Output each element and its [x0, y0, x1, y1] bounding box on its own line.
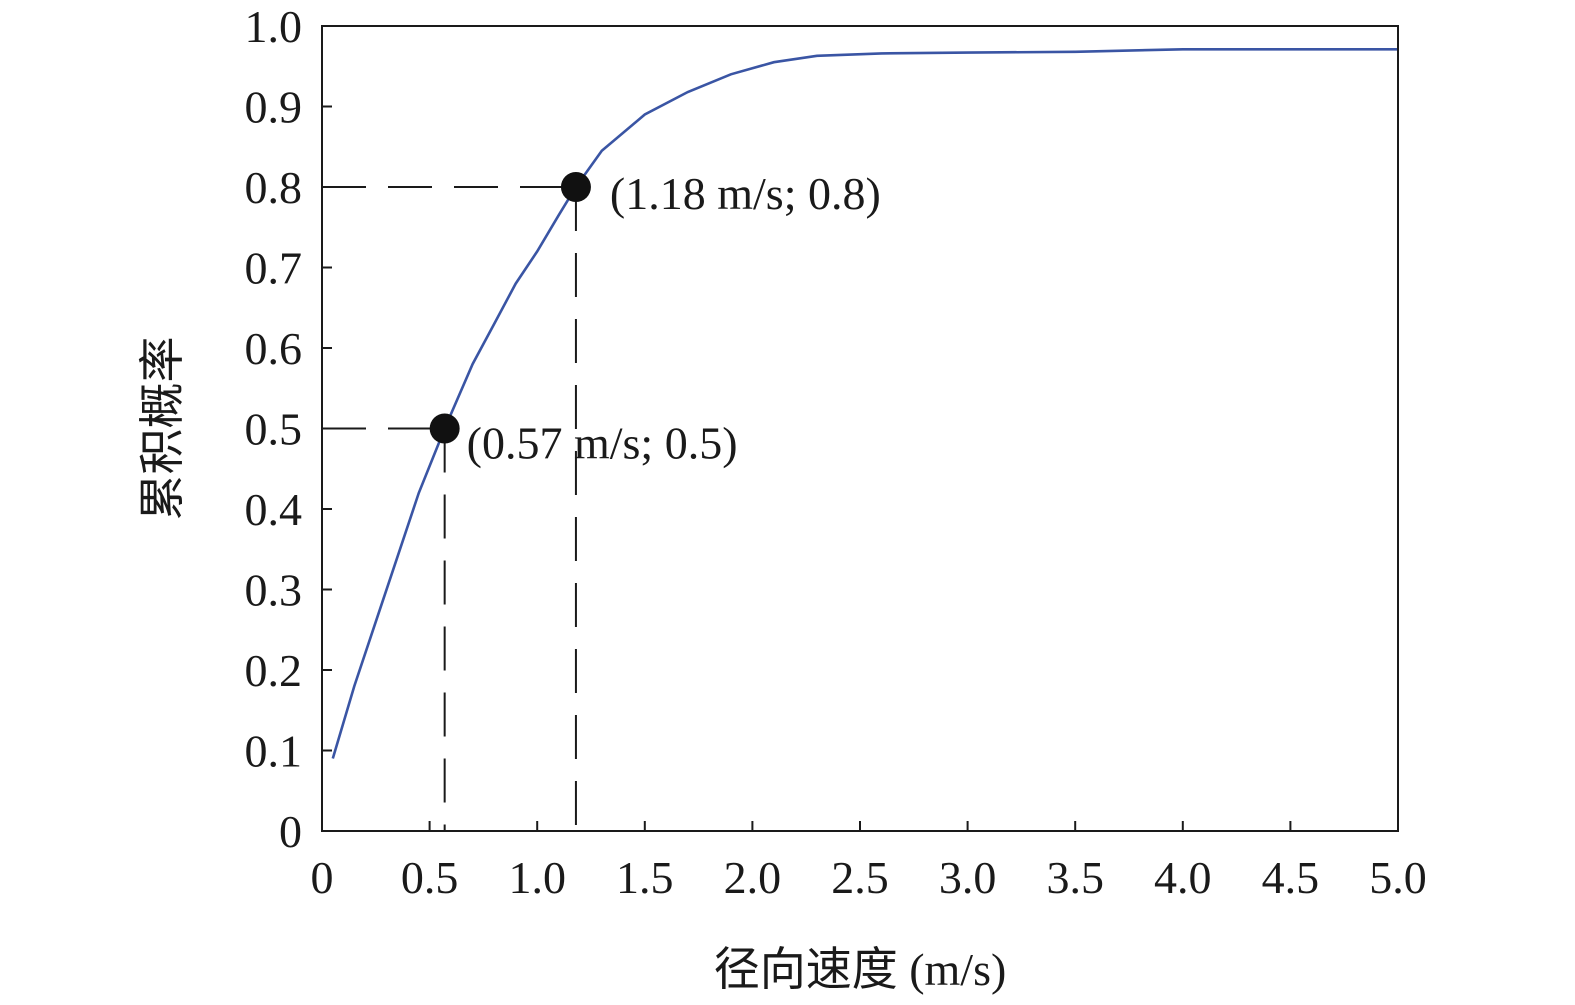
annotation-points: (0.57 m/s; 0.5) (1.18 m/s; 0.8)	[429, 168, 881, 469]
x-tick-label: 4.5	[1262, 852, 1320, 903]
x-axis-title: 径向速度 (m/s)	[714, 944, 1007, 995]
y-tick-label: 0.2	[245, 645, 303, 696]
x-tick-label: 0.5	[401, 852, 459, 903]
x-tick-label: 3.5	[1046, 852, 1104, 903]
x-tick-label: 1.0	[508, 852, 566, 903]
y-axis-title: 累积概率	[137, 337, 188, 521]
annotation-label: (0.57 m/s; 0.5)	[467, 418, 738, 469]
x-tick-label: 5.0	[1369, 852, 1427, 903]
y-tick-label: 0.4	[245, 484, 303, 535]
guide-lines	[322, 186, 577, 831]
x-tick-label: 0	[311, 852, 334, 903]
y-axis-ticks: 0 0.1 0.2 0.3 0.4 0.5 0.6 0.7 0.8 0.9 1.0	[245, 1, 332, 857]
annotation-label: (1.18 m/s; 0.8)	[610, 168, 881, 219]
series-line	[331, 48, 1398, 759]
y-tick-label: 0.8	[245, 162, 303, 213]
x-tick-label: 1.5	[616, 852, 674, 903]
annotation-point	[429, 413, 460, 444]
y-tick-label: 1.0	[245, 1, 303, 52]
y-tick-label: 0.3	[245, 565, 303, 616]
annotation-point	[560, 172, 591, 202]
y-tick-label: 0.7	[245, 243, 303, 294]
x-tick-label: 2.0	[724, 852, 782, 903]
x-tick-label: 4.0	[1154, 852, 1212, 903]
y-tick-label: 0.6	[245, 323, 303, 374]
y-tick-label: 0.5	[245, 404, 303, 455]
y-tick-label: 0.1	[245, 726, 303, 777]
x-tick-label: 2.5	[831, 852, 889, 903]
y-tick-label: 0.9	[245, 82, 303, 133]
x-tick-label: 3.0	[939, 852, 997, 903]
x-axis-ticks: 0 0.5 1.0 1.5 2.0 2.5 3.0 3.5 4.0 4.5 5.0	[311, 821, 1427, 903]
y-tick-label: 0	[279, 806, 302, 857]
